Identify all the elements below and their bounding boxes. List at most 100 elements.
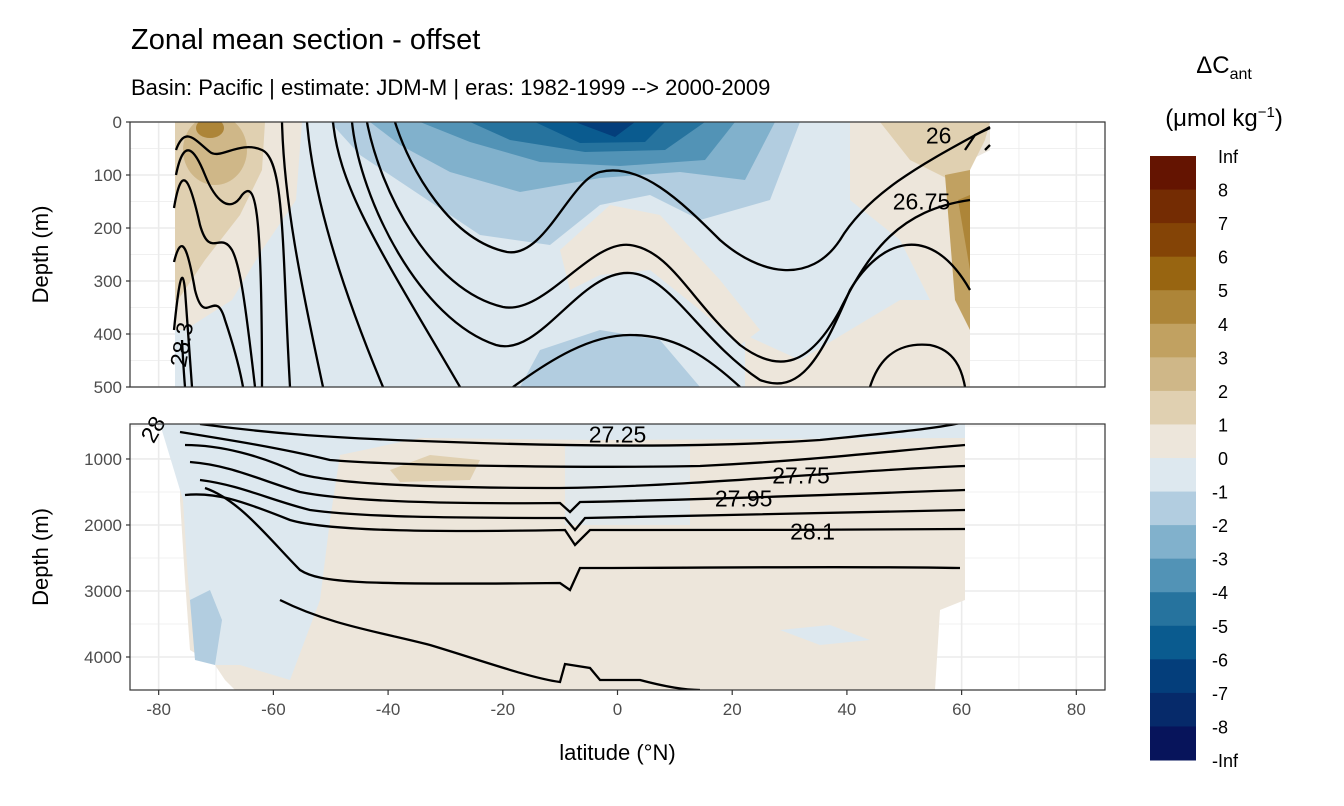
y-tick-label: 4000 xyxy=(84,648,122,667)
y-tick-label: 2000 xyxy=(84,516,122,535)
legend-swatch xyxy=(1150,390,1196,425)
legend-swatch xyxy=(1150,625,1196,660)
x-tick-label: -20 xyxy=(491,700,516,719)
legend-label: 6 xyxy=(1218,248,1228,268)
field-negative-lower-patch xyxy=(190,590,222,665)
legend-label: 8 xyxy=(1218,181,1228,201)
x-tick-label: 60 xyxy=(952,700,971,719)
legend-label: -7 xyxy=(1212,684,1228,704)
legend-unit-exp: −1 xyxy=(1257,104,1275,121)
y-tick-label: 400 xyxy=(94,325,122,344)
legend-swatch xyxy=(1150,592,1196,627)
x-tick-label: 40 xyxy=(837,700,856,719)
field-positive-left-4 xyxy=(196,122,224,138)
chart-title: Zonal mean section - offset xyxy=(131,24,481,56)
x-tick-label: -40 xyxy=(376,700,401,719)
y-axis-title: Depth (m) xyxy=(28,206,53,304)
legend-label: -Inf xyxy=(1212,751,1239,771)
field-negative-lower-left xyxy=(160,424,965,680)
chart-subtitle: Basin: Pacific | estimate: JDM-M | eras:… xyxy=(131,75,771,100)
legend-swatch xyxy=(1150,491,1196,526)
legend-swatch xyxy=(1150,692,1196,727)
contour-line xyxy=(868,343,967,387)
field-positive-right-deep xyxy=(745,300,970,387)
upper-panel-fill xyxy=(175,122,990,387)
legend: Inf 8 7 6 5 4 3 2 1 0 -1 -2 -3 -4 -5 -6 -7 -8 -Inf xyxy=(1150,147,1239,771)
legend-swatch xyxy=(1150,558,1196,593)
contour-line xyxy=(179,430,966,468)
legend-label: -6 xyxy=(1212,650,1228,670)
contour-line xyxy=(172,276,194,387)
x-tick-label: 20 xyxy=(723,700,742,719)
contour-line xyxy=(174,149,264,387)
legend-label: 2 xyxy=(1218,382,1228,402)
y-axis-title: Depth (m) xyxy=(28,508,53,606)
y-tick-label: 300 xyxy=(94,272,122,291)
y-tick-label: 3000 xyxy=(84,582,122,601)
lower-contour-lines xyxy=(179,424,966,690)
field-negative-core-6 xyxy=(575,122,635,137)
contour-label: 27.75 xyxy=(772,462,830,488)
contour-line xyxy=(172,179,257,387)
upper-panel-border xyxy=(129,121,1106,388)
legend-title-main: ΔC xyxy=(1196,52,1230,79)
legend-swatch xyxy=(1150,424,1196,459)
legend-title: ΔCant xyxy=(1124,52,1324,84)
contour-label: 27.25 xyxy=(589,422,647,448)
legend-swatch xyxy=(1150,726,1196,761)
legend-swatch xyxy=(1150,357,1196,392)
legend-label: 3 xyxy=(1218,348,1228,368)
legend-label: -5 xyxy=(1212,617,1228,637)
x-axis-title: latitude (°N) xyxy=(559,740,675,765)
contour-line xyxy=(331,122,461,387)
legend-label: -8 xyxy=(1212,717,1228,737)
contour-line xyxy=(199,424,962,447)
x-tick-label: 80 xyxy=(1067,700,1086,719)
y-tick-label: 200 xyxy=(94,219,122,238)
lower-panel-fill xyxy=(160,424,965,690)
y-tick-label: 0 xyxy=(113,113,122,132)
contour-line xyxy=(184,493,966,547)
legend-label: -1 xyxy=(1212,483,1228,503)
legend-label: 1 xyxy=(1218,415,1228,435)
legend-label: -2 xyxy=(1212,516,1228,536)
contour-label: 26 xyxy=(926,122,952,148)
contour-label: 27.95 xyxy=(715,486,773,512)
contour-line xyxy=(964,126,991,151)
contour-line xyxy=(204,486,961,592)
legend-label: 5 xyxy=(1218,281,1228,301)
field-positive-lower-hill xyxy=(390,455,480,482)
contour-line xyxy=(512,333,741,387)
x-tick-label: -80 xyxy=(146,700,171,719)
legend-swatch xyxy=(1150,323,1196,358)
legend-swatch xyxy=(1150,156,1196,191)
contour-line xyxy=(984,144,991,151)
legend-swatch xyxy=(1150,223,1196,258)
legend-swatch xyxy=(1150,290,1196,325)
legend-label: 4 xyxy=(1218,315,1228,335)
legend-swatch xyxy=(1150,256,1196,291)
contour-line xyxy=(172,245,245,387)
legend-unit-close: ) xyxy=(1274,105,1283,132)
legend-swatch xyxy=(1150,458,1196,493)
field-negative-bottom xyxy=(520,330,700,387)
legend-swatch xyxy=(1150,189,1196,224)
contour-line xyxy=(180,339,187,387)
contour-line xyxy=(199,478,966,532)
contour-line xyxy=(174,135,292,387)
legend-label: 0 xyxy=(1218,449,1228,469)
contour-line xyxy=(280,122,325,387)
legend-swatch xyxy=(1150,525,1196,560)
contour-line xyxy=(393,122,991,272)
legend-swatch xyxy=(1150,659,1196,694)
x-tick-label: -60 xyxy=(261,700,286,719)
field-positive-right-4 xyxy=(958,195,970,270)
legend-label: -3 xyxy=(1212,550,1228,570)
contour-line xyxy=(279,598,701,690)
legend-label: -4 xyxy=(1212,583,1228,603)
field-negative-core-5 xyxy=(535,122,665,143)
field-negative-lower-right xyxy=(780,625,870,645)
